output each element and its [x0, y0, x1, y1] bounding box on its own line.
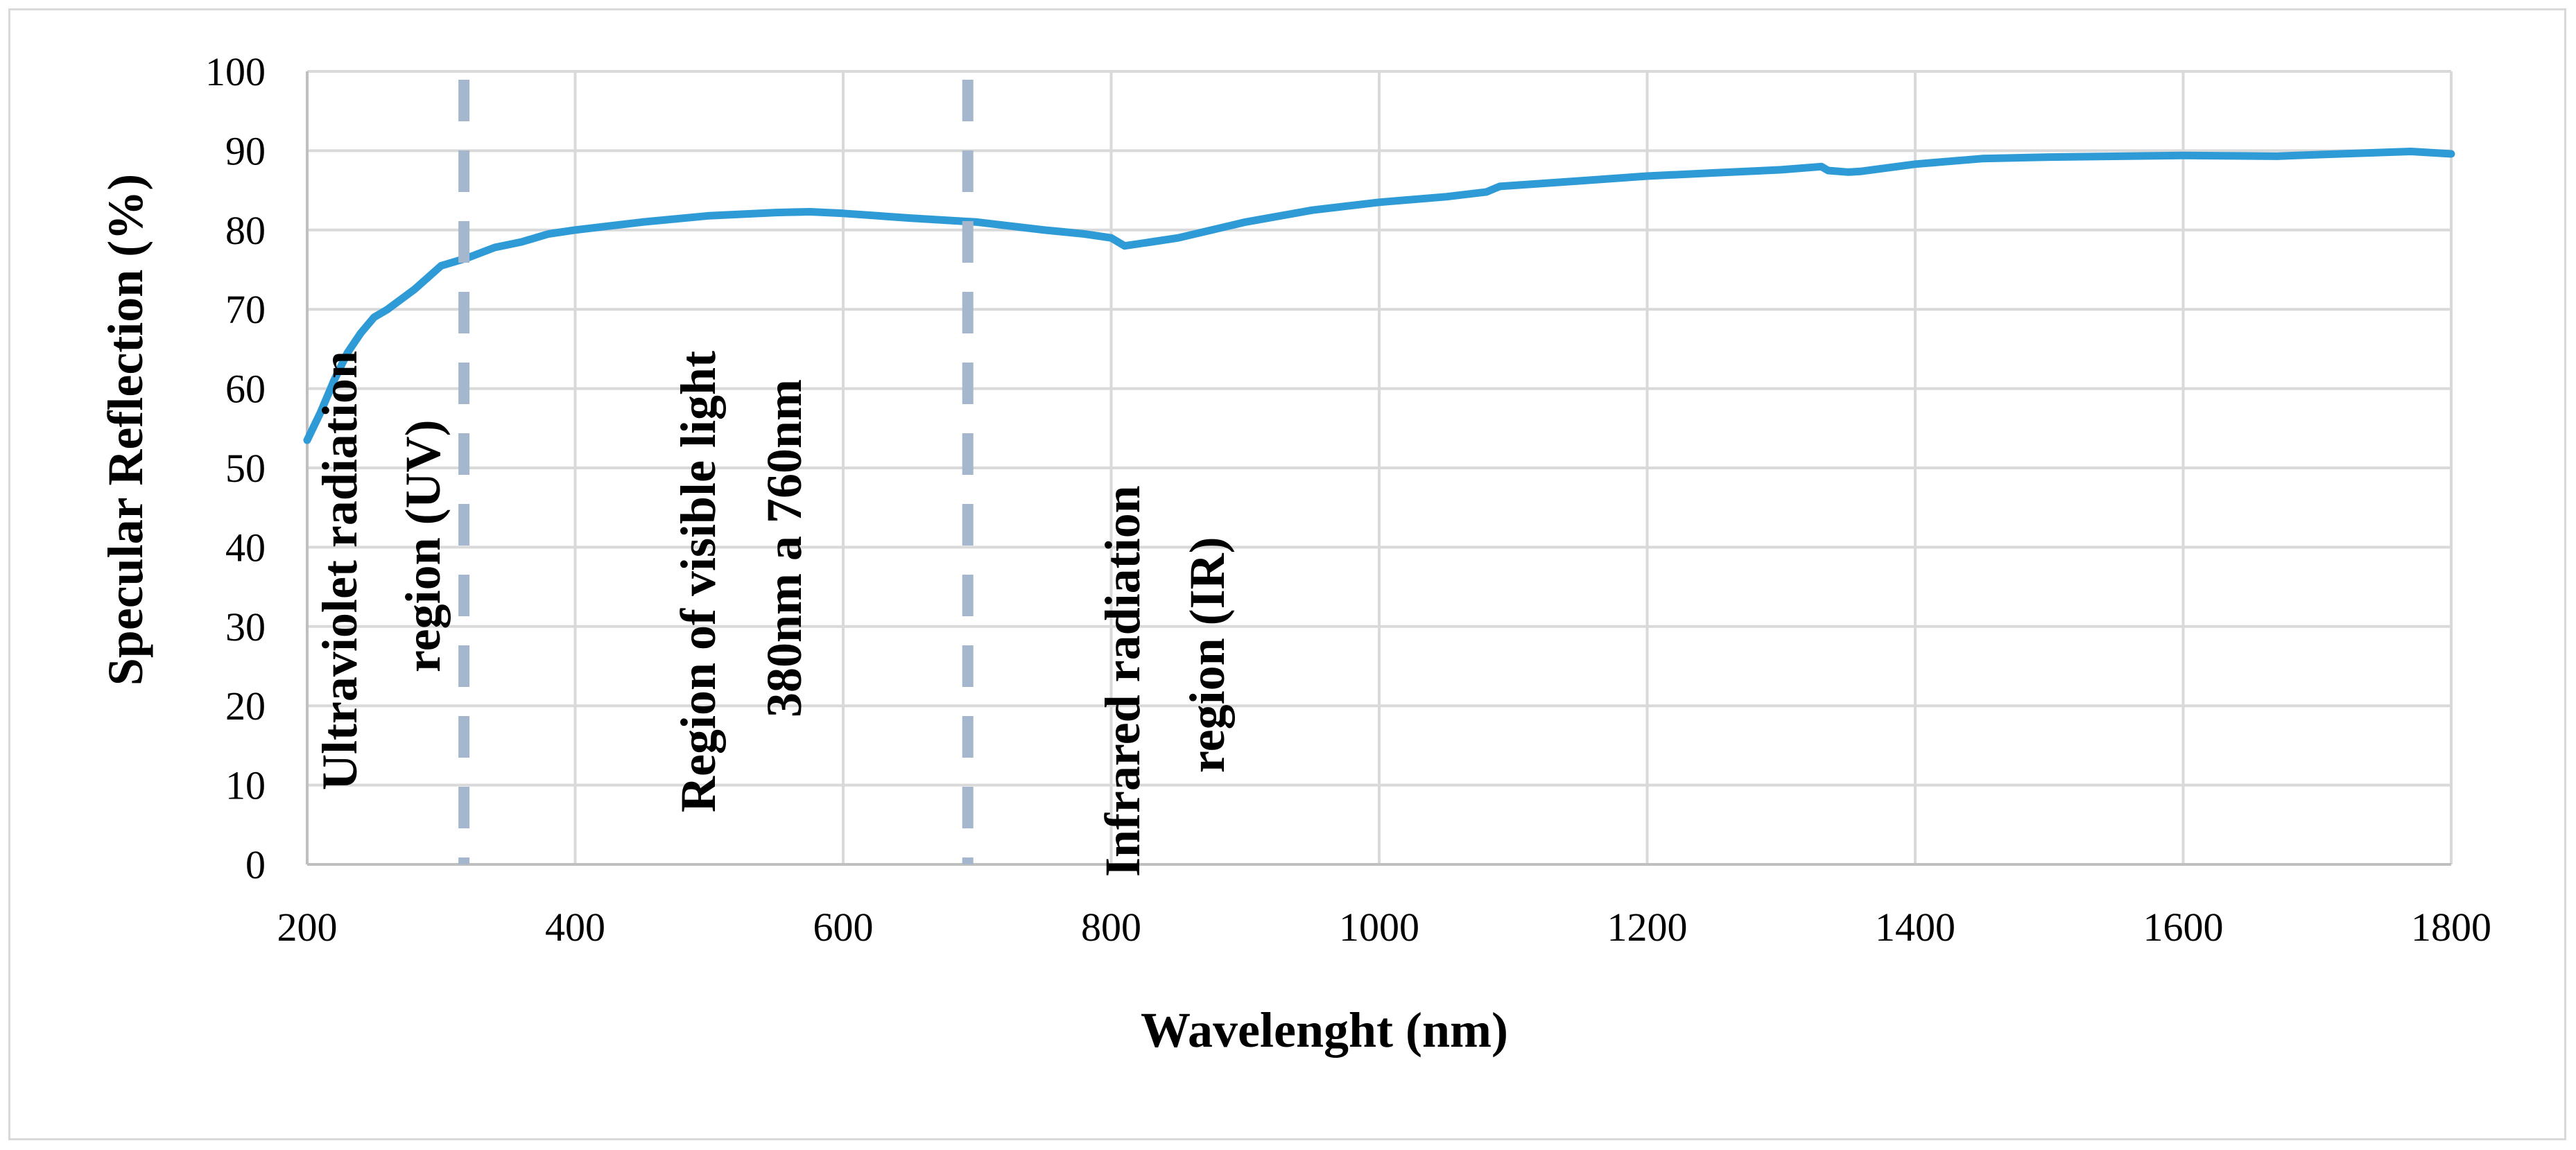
- x-tick-label-1000: 1000: [1339, 905, 1419, 950]
- x-axis-title: Wavelenght (nm): [1141, 1002, 1508, 1058]
- axes: [306, 71, 2451, 866]
- ir-region-annotation: Infrared radiation region (IR): [1095, 485, 1235, 877]
- y-tick-label-90: 90: [225, 128, 266, 173]
- y-tick-label-70: 70: [225, 287, 266, 332]
- x-tick-label-600: 600: [813, 905, 874, 950]
- x-tick-label-1400: 1400: [1875, 905, 1955, 950]
- uv-annotation-line-2: region (UV): [395, 419, 451, 672]
- uv-annotation-line-1: Ultraviolet radiation: [312, 351, 368, 790]
- visible-annotation-line-2: 380nm a 760nm: [757, 379, 812, 717]
- y-tick-labels: 0 10 20 30 40 50 60 70 80 90 100: [205, 49, 266, 887]
- y-tick-label-0: 0: [245, 842, 266, 887]
- x-tick-label-1200: 1200: [1607, 905, 1688, 950]
- x-tick-label-200: 200: [277, 905, 338, 950]
- ir-annotation-line-1: Infrared radiation: [1095, 485, 1150, 877]
- y-tick-label-20: 20: [225, 683, 266, 729]
- x-tick-label-800: 800: [1081, 905, 1141, 950]
- region-dividers: [458, 80, 974, 864]
- visible-region-annotation: Region of visible light 380nm a 760nm: [671, 351, 812, 812]
- x-tick-labels: 200 400 600 800 1000 1200 1400 1600 1800: [277, 905, 2492, 950]
- y-axis-title: Specular Reflection (%): [98, 174, 153, 686]
- x-tick-label-1600: 1600: [2143, 905, 2224, 950]
- visible-annotation-line-1: Region of visible light: [671, 351, 726, 812]
- y-tick-label-80: 80: [225, 208, 266, 253]
- chart-frame: [8, 8, 2566, 1140]
- uv-region-annotation: Ultraviolet radiation region (UV): [312, 351, 451, 790]
- y-tick-label-40: 40: [225, 525, 266, 570]
- x-tick-label-400: 400: [545, 905, 605, 950]
- y-tick-label-50: 50: [225, 446, 266, 491]
- series-layer: [303, 148, 2455, 444]
- x-tick-label-1800: 1800: [2411, 905, 2491, 950]
- series-line-0: [303, 148, 2455, 444]
- y-tick-label-60: 60: [225, 367, 266, 412]
- y-tick-label-10: 10: [225, 763, 266, 808]
- y-tick-label-30: 30: [225, 604, 266, 650]
- ir-annotation-line-2: region (IR): [1179, 537, 1235, 773]
- y-tick-label-100: 100: [205, 49, 266, 94]
